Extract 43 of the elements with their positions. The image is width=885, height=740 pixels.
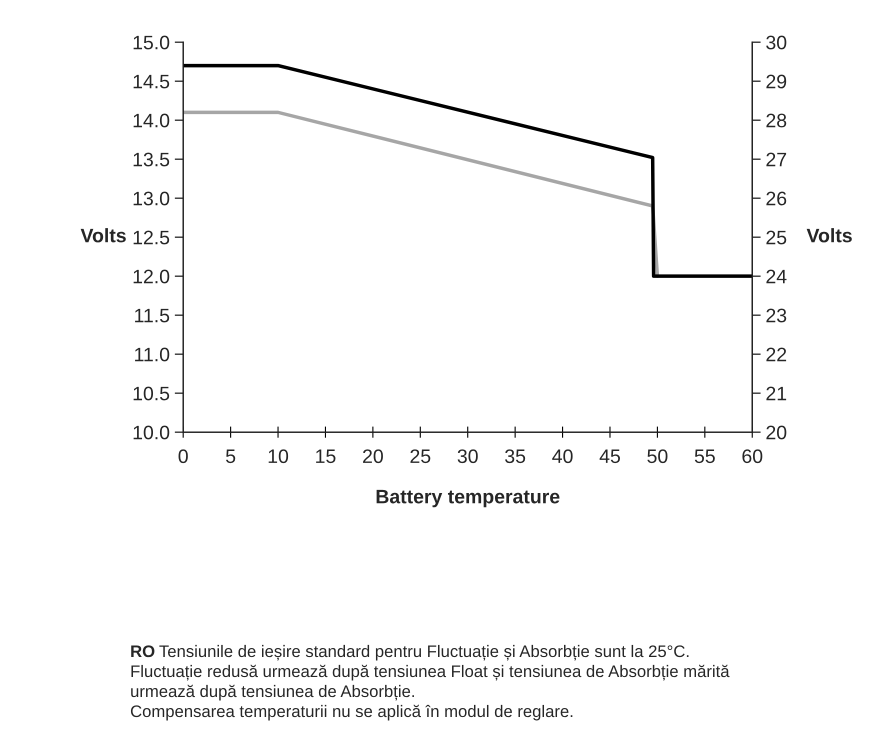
x-tick-label: 60	[742, 449, 762, 464]
x-tick-label: 50	[647, 449, 668, 464]
x-tick-label: 15	[316, 450, 336, 464]
y2-tick-label: 30	[766, 36, 786, 50]
text: RO	[131, 645, 154, 658]
x-tick-label: 20	[363, 449, 383, 464]
y-tick-label: 15.0	[134, 36, 170, 50]
y-tick-label: 11.5	[135, 308, 170, 322]
y-tick-label: 10.0	[134, 426, 170, 440]
x-tick-label: 45	[600, 450, 620, 464]
x-tick-label: 55	[694, 450, 715, 464]
y2-tick-label: 27	[766, 152, 786, 166]
y-axis-title: Volts	[80, 228, 126, 242]
y2-tick-label: 28	[766, 114, 786, 128]
y-tick-label: 14.0	[134, 114, 170, 128]
y2-tick-label: 22	[766, 348, 786, 362]
x-tick-label: 30	[458, 449, 478, 464]
y2-tick-label: 25	[766, 230, 786, 244]
text: urmează după tensiunea de Absorbție.	[131, 684, 414, 701]
x-tick-label: 25	[410, 449, 430, 464]
y-tick-label: 12.0	[134, 270, 170, 284]
x-tick-label: 0	[178, 449, 188, 464]
x-tick-label: 35	[505, 449, 526, 464]
y2-tick-label: 26	[766, 192, 786, 206]
x-tick-label: 10	[268, 449, 288, 464]
y2-tick-label: 23	[766, 308, 786, 322]
y2-tick-label: 20	[766, 426, 786, 440]
y2-tick-label: 21	[766, 386, 786, 400]
text: Fluctuație redusă urmează după tensiunea Float și tensiunea de Absorbție mărită	[131, 664, 730, 681]
y-tick-label: 13.0	[134, 192, 170, 206]
y2-tick-label: 29	[766, 74, 786, 88]
x-axis-title: Battery temperature	[376, 490, 560, 508]
x-tick-label: 40	[552, 449, 573, 464]
y2-axis-title: Volts	[806, 228, 852, 242]
y-tick-label: 12.5	[134, 230, 170, 244]
y-tick-label: 13.5	[134, 152, 170, 166]
y-tick-label: 10.5	[134, 386, 170, 400]
text: Tensiunile de ieșire standard pentru Fluctuație și Absorbție sunt la 25°C.	[159, 644, 688, 661]
x-tick-label: 5	[226, 450, 236, 464]
y-tick-label: 11.0	[135, 348, 170, 362]
y-tick-label: 14.5	[134, 74, 170, 88]
text: Compensarea temperaturii nu se aplică în modul de reglare.	[130, 704, 572, 720]
y2-tick-label: 24	[766, 270, 787, 284]
